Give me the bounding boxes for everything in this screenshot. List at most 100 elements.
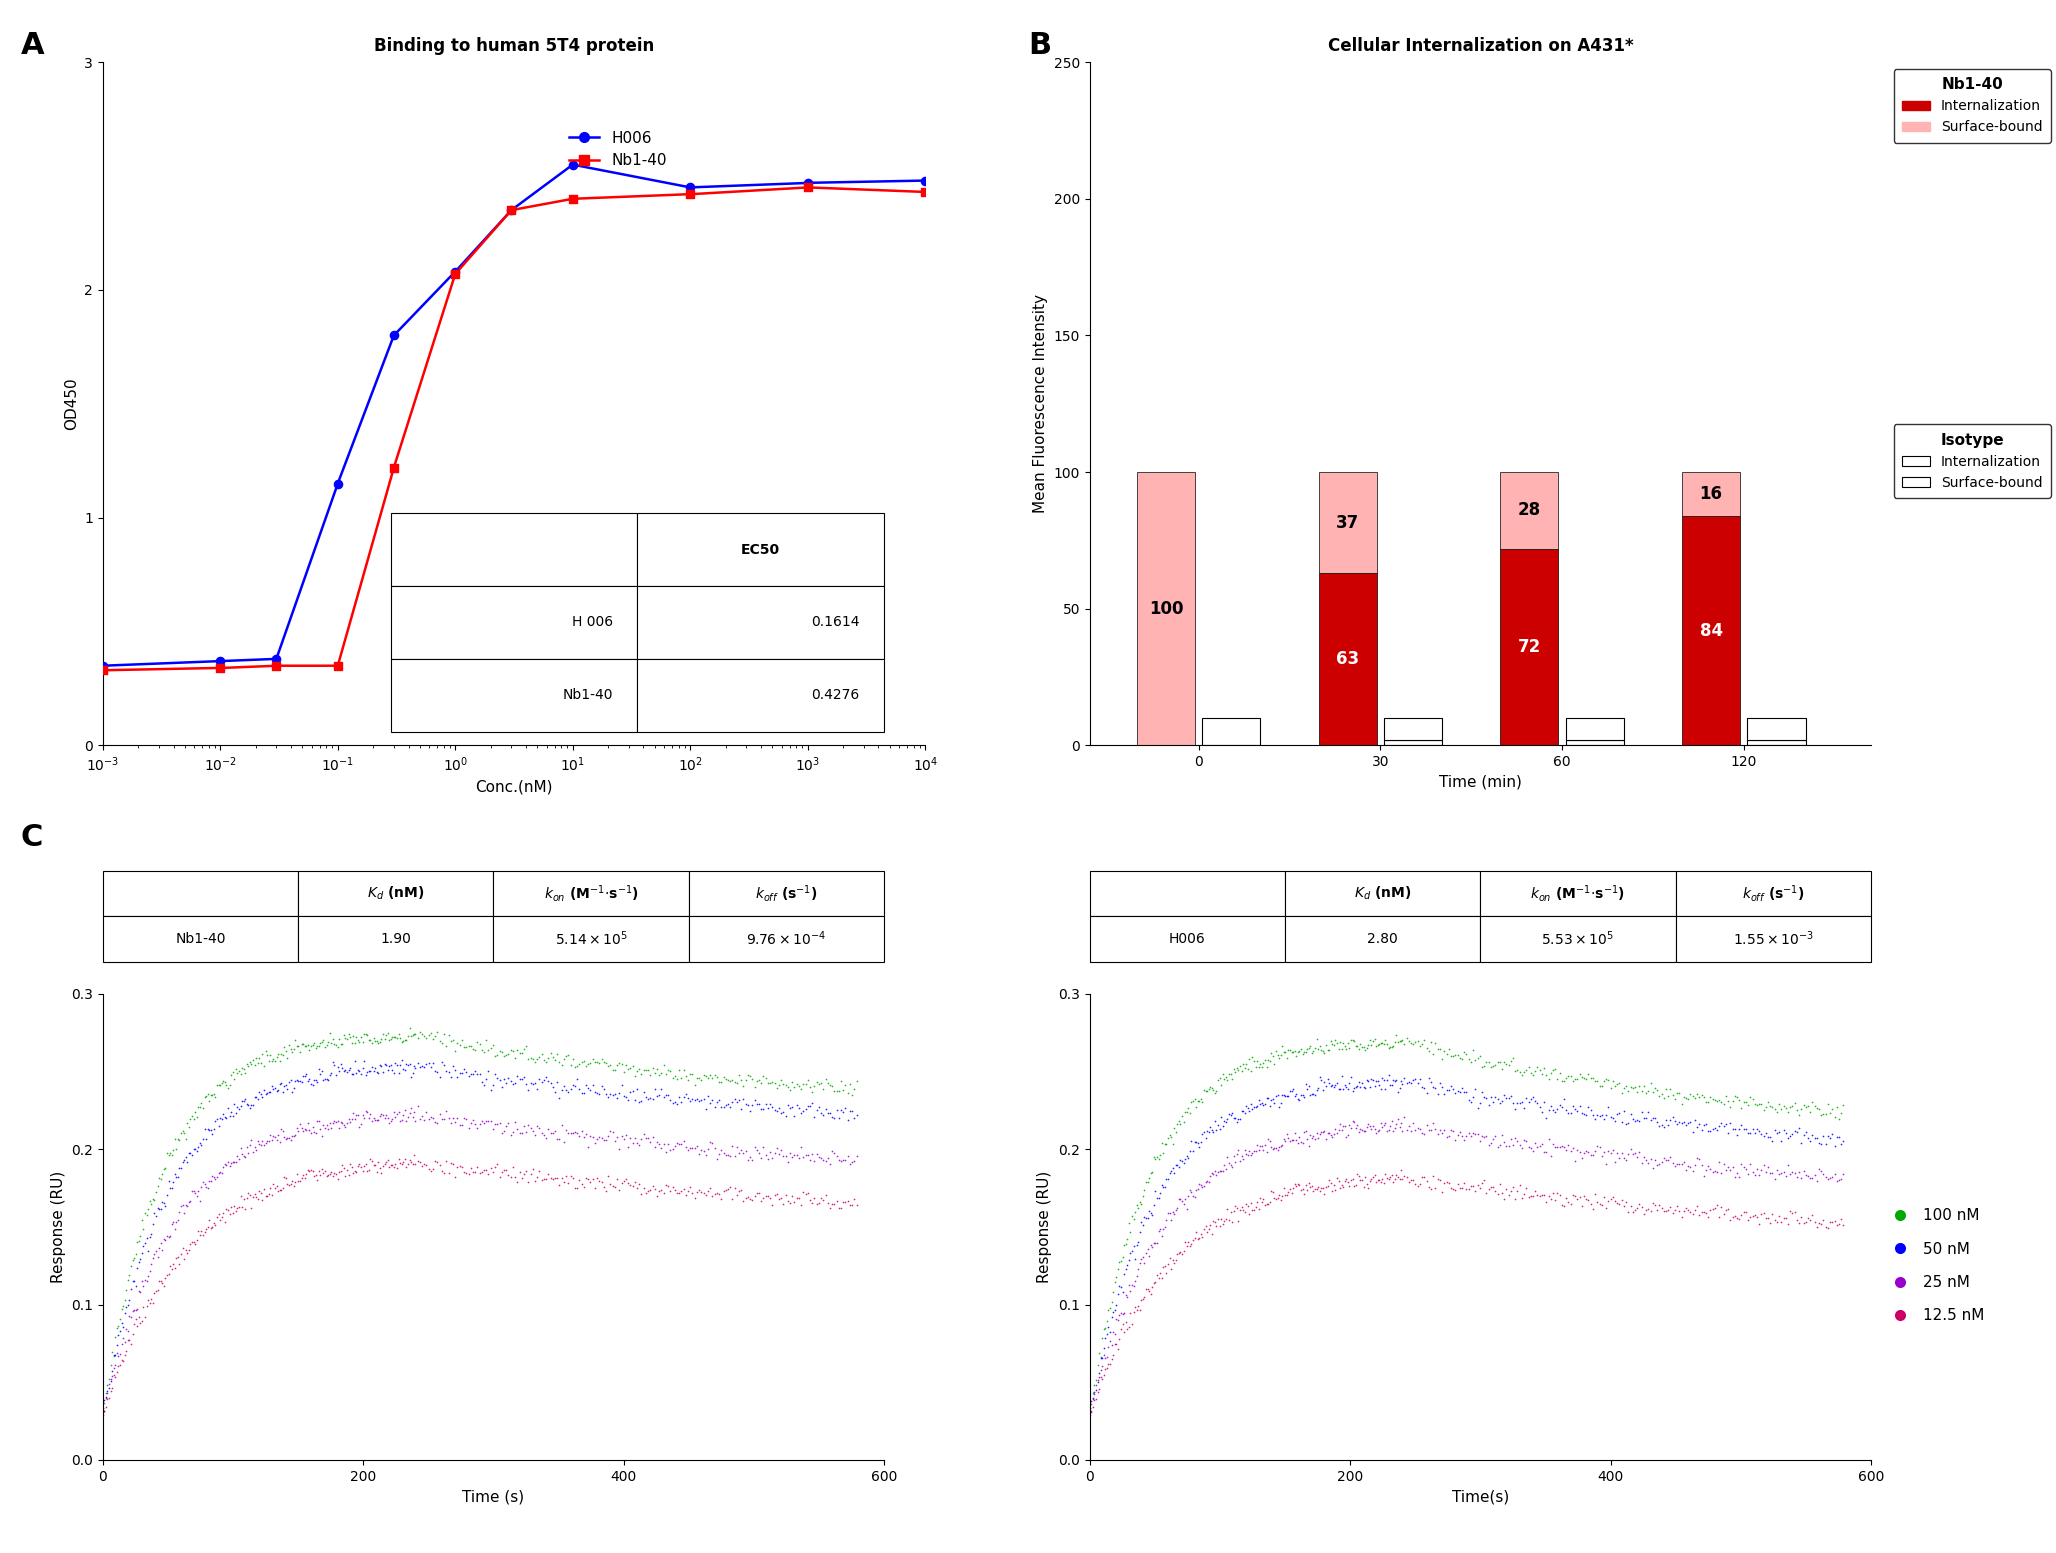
Point: [1312, 1120, 1345, 1145]
Point: [1719, 1204, 1752, 1228]
Point: [292, 1033, 325, 1058]
Point: [228, 1089, 261, 1114]
Point: [744, 1145, 777, 1169]
Point: [1624, 1151, 1657, 1176]
Point: [1780, 1120, 1813, 1145]
Point: [1404, 1171, 1437, 1196]
Point: [1384, 1076, 1417, 1101]
Point: [596, 1120, 629, 1145]
Point: [1575, 1143, 1608, 1168]
Point: [234, 1095, 267, 1120]
Point: [458, 1160, 491, 1185]
Point: [800, 1191, 833, 1216]
Point: [1637, 1079, 1669, 1104]
Point: [1558, 1096, 1591, 1121]
Point: [1558, 1183, 1591, 1208]
Point: [1104, 1317, 1137, 1342]
Point: [553, 1053, 586, 1078]
Point: [1254, 1041, 1287, 1065]
Point: [395, 1023, 428, 1048]
Point: [806, 1076, 839, 1101]
Point: [339, 1103, 372, 1127]
Point: [1497, 1176, 1530, 1200]
Point: [1328, 1169, 1361, 1194]
Point: [1345, 1168, 1378, 1193]
Point: [187, 1126, 220, 1151]
Point: [676, 1180, 709, 1205]
Point: [415, 1054, 448, 1079]
Point: [1464, 1092, 1497, 1117]
Point: [1306, 1120, 1338, 1145]
Point: [253, 1176, 286, 1200]
Point: [97, 1343, 130, 1368]
Point: [1260, 1044, 1293, 1068]
Point: [802, 1190, 835, 1214]
Point: [1497, 1045, 1530, 1070]
Point: [148, 1193, 181, 1218]
Point: [1421, 1081, 1454, 1106]
Point: [125, 1269, 158, 1294]
Point: [1291, 1036, 1324, 1061]
Point: [561, 1054, 594, 1079]
Point: [547, 1169, 580, 1194]
Point: [1141, 1266, 1174, 1291]
Point: [1787, 1159, 1820, 1183]
Point: [1702, 1114, 1735, 1138]
Point: [625, 1126, 658, 1151]
Point: [1468, 1124, 1501, 1149]
Point: [502, 1037, 535, 1062]
Point: [1811, 1123, 1844, 1148]
Point: [419, 1058, 452, 1082]
Point: [389, 1028, 421, 1053]
Point: [1234, 1059, 1266, 1084]
Point: [1338, 1110, 1371, 1135]
Point: [1618, 1197, 1651, 1222]
Point: [1155, 1256, 1188, 1281]
Point: [621, 1176, 654, 1200]
Point: [629, 1180, 662, 1205]
Point: [201, 1114, 234, 1138]
Point: [1149, 1166, 1182, 1191]
Point: [148, 1157, 181, 1182]
Point: [292, 1159, 325, 1183]
Point: [1645, 1149, 1678, 1174]
Point: [308, 1115, 341, 1140]
Point: [1445, 1076, 1478, 1101]
Point: [586, 1073, 619, 1098]
Point: [493, 1037, 526, 1062]
Point: [210, 1072, 243, 1096]
Point: [123, 1224, 156, 1249]
Point: [1279, 1082, 1312, 1107]
Point: [1269, 1084, 1301, 1109]
Point: [181, 1095, 214, 1120]
Point: [1653, 1145, 1686, 1169]
Point: [397, 1100, 430, 1124]
Point: [1392, 1028, 1425, 1053]
Point: [477, 1033, 510, 1058]
Point: [1466, 1171, 1499, 1196]
Point: [1680, 1146, 1713, 1171]
Point: [750, 1146, 783, 1171]
Point: [1347, 1174, 1380, 1199]
Point: [230, 1051, 263, 1076]
Point: [1330, 1166, 1363, 1191]
Point: [333, 1163, 366, 1188]
Point: [343, 1151, 376, 1176]
Point: [1719, 1165, 1752, 1190]
Point: [387, 1103, 419, 1127]
Point: [1752, 1205, 1785, 1230]
Point: [1530, 1190, 1563, 1214]
Point: [1610, 1148, 1643, 1173]
Point: [1312, 1067, 1345, 1092]
Point: [561, 1121, 594, 1146]
Point: [1552, 1064, 1585, 1089]
Point: [563, 1168, 596, 1193]
Point: [1312, 1037, 1345, 1062]
Point: [101, 1315, 134, 1340]
Point: [816, 1073, 849, 1098]
Point: [1244, 1051, 1277, 1076]
Point: [574, 1123, 607, 1148]
Point: [1486, 1089, 1519, 1114]
Point: [1328, 1073, 1361, 1098]
Point: [401, 1025, 434, 1050]
